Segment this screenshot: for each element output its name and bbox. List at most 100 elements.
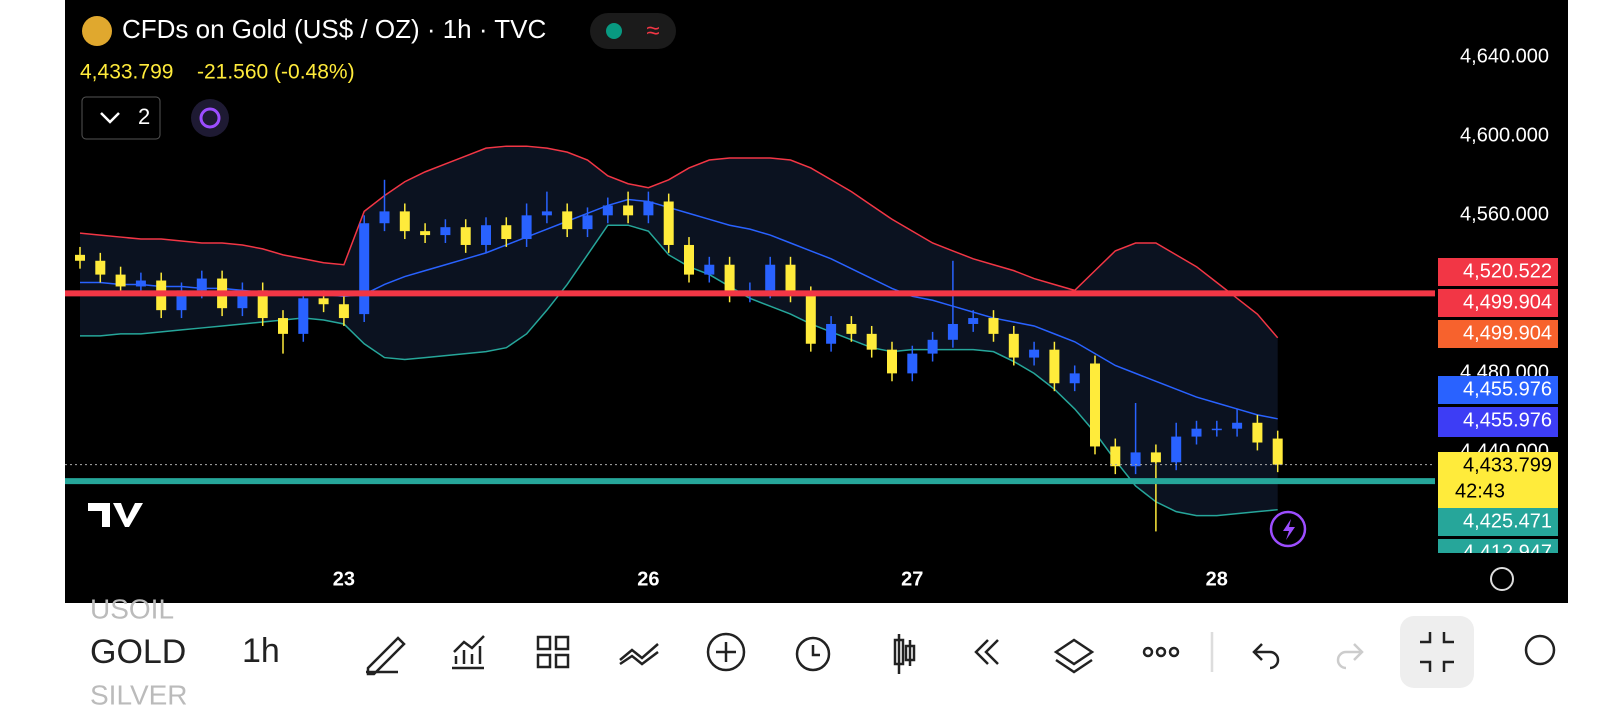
layers-tool[interactable] (1053, 638, 1095, 674)
market-status (606, 23, 622, 39)
toolbar (0, 603, 1608, 720)
candle-body (135, 280, 146, 287)
candle-body (724, 264, 735, 295)
candle-body (481, 225, 491, 245)
sync-button[interactable] (191, 99, 229, 137)
candle-body (257, 290, 268, 319)
candle-body (115, 274, 126, 287)
layout-tool[interactable] (536, 635, 570, 669)
y-tick-label: 4,640.000 (1460, 46, 1549, 68)
x-tick-label: 27 (901, 568, 923, 590)
x-tick-label: 26 (637, 568, 659, 590)
candle-body (1029, 349, 1040, 358)
price-tag-label: 4,455.976 (1463, 378, 1552, 400)
candle-body (623, 205, 634, 216)
interval-button[interactable]: 1h (242, 632, 280, 670)
candle-body (338, 304, 349, 319)
symbol-tab[interactable]: USOIL (90, 593, 174, 624)
replay-tool[interactable] (974, 639, 999, 665)
alert-button[interactable] (1269, 510, 1307, 548)
candle-body (562, 211, 573, 230)
candle-body (826, 323, 837, 344)
add-chart-button[interactable] (1524, 634, 1556, 666)
candle-body (541, 211, 552, 216)
candle-body (663, 201, 674, 245)
axis-mask (1438, 553, 1558, 565)
y-tick-label: 4,560.000 (1460, 204, 1549, 226)
candle-body (765, 264, 776, 291)
candle-body (805, 294, 816, 344)
symbol-tab[interactable]: SILVER (90, 679, 188, 710)
alert-tool[interactable] (795, 636, 831, 672)
candle-body (196, 278, 207, 291)
collapse-icon (1420, 632, 1454, 672)
plot: 4,640.0004,600.0004,560.0004,480.0004,44… (65, 46, 1558, 590)
fullscreen-button[interactable] (1400, 616, 1474, 688)
candle-body (75, 254, 85, 261)
symbol-title[interactable]: CFDs on Gold (US$ / OZ) · 1h · TVC (122, 14, 546, 44)
candle-body (298, 298, 309, 334)
undo-button[interactable] (1252, 643, 1280, 670)
candle-body (278, 318, 288, 334)
price-tag (1438, 452, 1558, 508)
candle-body (582, 215, 593, 230)
candle-body (95, 260, 106, 275)
candle-body (379, 211, 390, 224)
candle-body (704, 264, 715, 275)
indicators-tool[interactable] (452, 635, 485, 670)
overlay: CFDs on Gold (US$ / OZ) · 1h · TVC ≈ 4,4… (0, 13, 1608, 720)
bolt-icon (1283, 519, 1295, 540)
price-tag (1438, 508, 1558, 536)
band-fill (80, 146, 1278, 516)
indicators-toggle[interactable] (81, 96, 161, 140)
price-change: -21.560 (-0.48%) (197, 61, 355, 84)
candle-body (318, 298, 329, 305)
candle-body (1090, 363, 1100, 447)
candle-body (785, 264, 796, 295)
price-tag (1438, 407, 1558, 437)
draw-tool[interactable] (366, 636, 406, 676)
status-pill[interactable] (590, 13, 676, 49)
candle-body (440, 227, 451, 236)
delay-icon: ≈ (646, 17, 659, 44)
candle-body (1150, 452, 1161, 463)
candle-body (968, 318, 979, 324)
candle-body (176, 290, 187, 311)
candle-body (237, 290, 248, 309)
more-tool[interactable] (1142, 646, 1154, 658)
redo-button[interactable] (1336, 643, 1364, 670)
candle-body (887, 349, 897, 374)
y-tick-label: 4,600.000 (1460, 125, 1549, 147)
candle-body (1232, 422, 1243, 429)
price-tag (1438, 258, 1558, 286)
add-tool[interactable] (706, 632, 746, 672)
candle-body (1110, 446, 1121, 467)
candle-body (420, 231, 431, 236)
candle-body (1069, 373, 1080, 384)
sync-icon (199, 107, 221, 129)
candle-body (1211, 428, 1222, 431)
symbol-icon (82, 16, 112, 46)
candle-body (846, 323, 857, 334)
price-tag-label: 4,425.471 (1463, 510, 1552, 532)
candle-body (460, 227, 471, 245)
band-line (79, 145, 1279, 339)
settings-button[interactable] (1490, 567, 1514, 591)
candle-body (684, 244, 694, 275)
price-tag (1438, 320, 1558, 348)
candle-body (1008, 333, 1019, 358)
more-dot (1168, 646, 1180, 658)
candle-body (602, 205, 613, 216)
chart-type-tool[interactable] (893, 634, 916, 674)
candle-body (1171, 436, 1182, 463)
candle-body (1272, 438, 1283, 465)
candle-body (1252, 422, 1263, 443)
last-price: 4,433.799 (80, 61, 173, 84)
compare-tool[interactable] (619, 643, 659, 666)
countdown: 42:43 (1455, 480, 1505, 502)
symbol-tab[interactable]: GOLD (90, 633, 186, 671)
price-tag-label: 4,499.904 (1463, 291, 1552, 313)
candle-body (399, 211, 410, 232)
